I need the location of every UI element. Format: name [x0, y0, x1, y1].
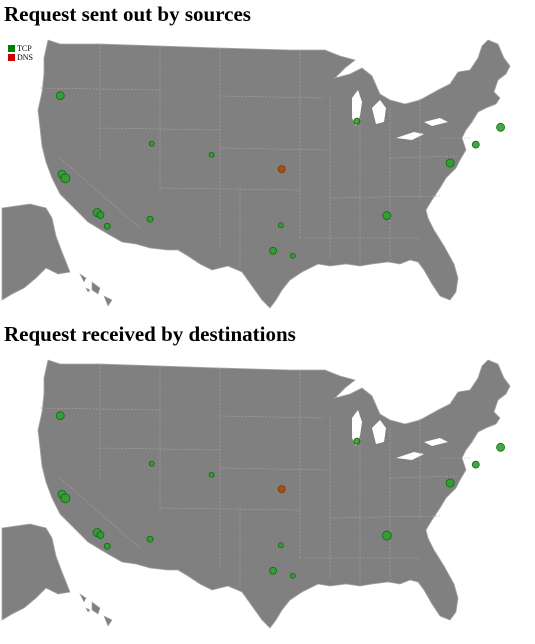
state-border: [59, 477, 141, 549]
great-lake: [424, 118, 448, 126]
tcp-point: [471, 140, 480, 149]
tcp-point: [353, 437, 361, 445]
tcp-point: [208, 151, 215, 158]
alaska: [1, 203, 71, 301]
great-lake: [352, 90, 362, 126]
legend-item-dns: DNS: [8, 53, 33, 62]
dns-point: [277, 165, 286, 174]
hawaii: [79, 593, 113, 627]
tcp-point: [445, 158, 455, 168]
state-border: [219, 467, 331, 471]
state-border: [159, 507, 301, 511]
state-border: [39, 87, 161, 91]
tcp-point: [277, 222, 284, 229]
tcp-point: [103, 222, 111, 230]
tcp-point: [146, 215, 154, 223]
tcp-point: [96, 211, 105, 219]
hawaii: [79, 273, 113, 307]
legend: TCP DNS: [8, 44, 33, 62]
tcp-point: [146, 535, 154, 543]
great-lake: [396, 452, 424, 460]
tcp-point: [289, 572, 296, 579]
state-border: [219, 147, 331, 151]
state-border: [159, 187, 301, 191]
tcp-point: [103, 542, 111, 550]
state-border: [219, 95, 326, 99]
tcp-point: [269, 566, 278, 575]
state-border: [389, 155, 461, 159]
state-border: [99, 447, 221, 451]
tcp-point: [55, 411, 65, 421]
tcp-point: [382, 211, 392, 220]
great-lake: [424, 438, 448, 446]
us-land: [37, 359, 511, 629]
tcp-point: [55, 91, 65, 101]
tcp-point: [496, 122, 505, 132]
us-land: [37, 39, 511, 309]
state-border: [329, 195, 441, 199]
legend-label-dns: DNS: [17, 53, 34, 62]
tcp-point: [148, 140, 155, 147]
dns-point: [277, 485, 286, 494]
us-map-sources: [1, 39, 511, 309]
alaska: [1, 523, 71, 621]
tcp-point: [208, 471, 215, 478]
tcp-point: [269, 246, 278, 255]
great-lake: [352, 410, 362, 446]
state-border: [389, 475, 461, 479]
tcp-point: [289, 252, 296, 259]
great-lake: [396, 132, 424, 140]
tcp-point: [381, 530, 392, 541]
tcp-point: [148, 460, 155, 467]
map-title-sources: Request sent out by sources: [4, 2, 251, 26]
dns-swatch: [8, 54, 15, 61]
legend-label-tcp: TCP: [17, 44, 32, 53]
tcp-point: [96, 531, 105, 539]
tcp-point: [277, 542, 284, 549]
map-title-destinations: Request received by destinations: [4, 322, 296, 346]
tcp-point: [353, 117, 361, 125]
state-border: [219, 415, 326, 419]
state-border: [99, 127, 221, 131]
state-border: [39, 407, 161, 411]
legend-item-tcp: TCP: [8, 44, 33, 53]
tcp-point: [471, 460, 480, 469]
tcp-point: [445, 478, 455, 488]
tcp-point: [60, 493, 71, 504]
state-border: [59, 157, 141, 229]
great-lake: [372, 420, 386, 444]
tcp-point: [496, 442, 505, 452]
great-lake: [372, 100, 386, 124]
tcp-point: [60, 173, 71, 184]
tcp-swatch: [8, 45, 15, 52]
us-map-destinations: [1, 359, 511, 629]
state-border: [329, 515, 441, 519]
